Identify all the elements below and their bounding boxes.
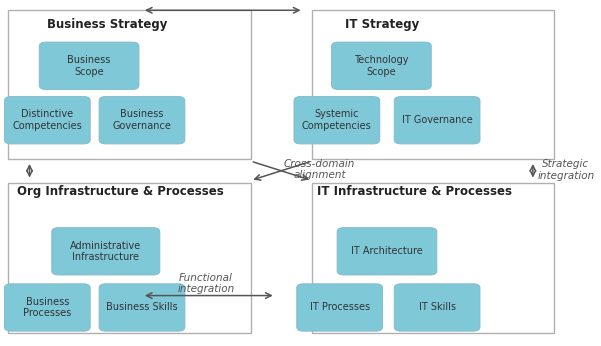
FancyBboxPatch shape xyxy=(52,228,160,275)
Text: IT Skills: IT Skills xyxy=(419,302,456,312)
Text: Business
Governance: Business Governance xyxy=(112,109,171,131)
FancyBboxPatch shape xyxy=(4,97,90,144)
FancyBboxPatch shape xyxy=(332,42,432,89)
Text: IT Infrastructure & Processes: IT Infrastructure & Processes xyxy=(317,185,513,198)
Text: IT Strategy: IT Strategy xyxy=(345,18,419,31)
Text: Strategic
integration: Strategic integration xyxy=(537,160,594,181)
Text: Functional
integration: Functional integration xyxy=(177,273,234,294)
Text: IT Architecture: IT Architecture xyxy=(351,246,423,256)
FancyBboxPatch shape xyxy=(294,97,380,144)
Text: Business
Scope: Business Scope xyxy=(67,55,111,76)
Text: Business Skills: Business Skills xyxy=(106,302,178,312)
FancyBboxPatch shape xyxy=(4,284,90,331)
FancyBboxPatch shape xyxy=(337,228,437,275)
Text: Business Strategy: Business Strategy xyxy=(47,18,168,31)
Text: Business
Processes: Business Processes xyxy=(23,297,72,318)
Text: Technology
Scope: Technology Scope xyxy=(354,55,409,76)
FancyBboxPatch shape xyxy=(394,284,480,331)
Text: Distinctive
Competencies: Distinctive Competencies xyxy=(13,109,82,131)
FancyBboxPatch shape xyxy=(297,284,382,331)
FancyBboxPatch shape xyxy=(312,183,554,333)
Text: Systemic
Competencies: Systemic Competencies xyxy=(302,109,372,131)
FancyBboxPatch shape xyxy=(39,42,139,89)
FancyBboxPatch shape xyxy=(8,10,251,160)
Text: IT Governance: IT Governance xyxy=(401,115,472,125)
FancyBboxPatch shape xyxy=(99,97,185,144)
FancyBboxPatch shape xyxy=(394,97,480,144)
FancyBboxPatch shape xyxy=(8,183,251,333)
Text: IT Processes: IT Processes xyxy=(310,302,370,312)
FancyBboxPatch shape xyxy=(312,10,554,160)
Text: Cross-domain
alignment: Cross-domain alignment xyxy=(284,159,355,180)
FancyBboxPatch shape xyxy=(99,284,185,331)
Text: Administrative
Infrastructure: Administrative Infrastructure xyxy=(70,240,141,262)
Text: Org Infrastructure & Processes: Org Infrastructure & Processes xyxy=(17,185,224,198)
